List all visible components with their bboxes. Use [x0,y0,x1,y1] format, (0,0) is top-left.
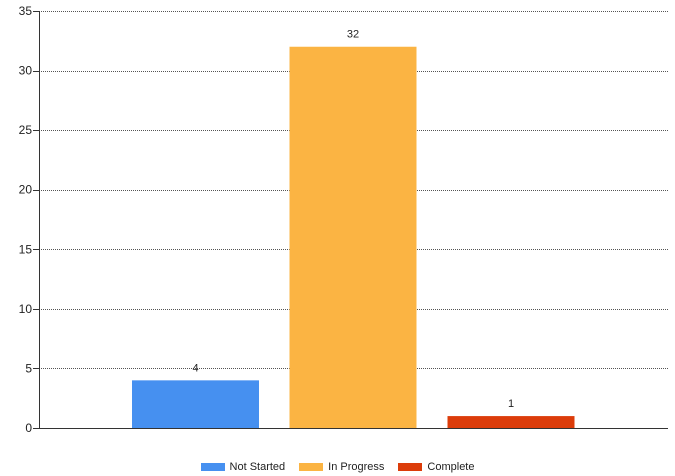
y-tick-label: 20 [19,183,33,197]
chart-legend: Not Started In Progress Complete [0,459,675,475]
bar-not-started[interactable] [132,380,259,428]
legend-label-not-started: Not Started [229,461,286,473]
legend-swatch-not-started [200,463,225,471]
y-tick-label: 25 [19,123,33,137]
axes: 0 5 10 15 20 25 30 35 [19,4,668,435]
y-tick-label: 0 [25,421,32,435]
bar-complete[interactable] [447,416,575,428]
data-label-complete: 1 [508,398,514,410]
legend-label-in-progress: In Progress [328,461,385,473]
y-tick-label: 10 [19,302,33,316]
legend-swatch-complete [398,463,423,471]
data-label-in-progress: 32 [347,29,359,41]
legend-label-complete: Complete [427,461,475,473]
y-tick-label: 15 [19,242,33,256]
legend-item-not-started[interactable]: Not Started [200,461,286,473]
y-tick-label: 30 [19,64,33,78]
y-tick-label: 5 [25,361,32,375]
bars: 4 32 1 [132,29,575,428]
data-label-not-started: 4 [192,362,198,374]
legend-item-complete[interactable]: Complete [398,461,474,473]
y-tick-label: 35 [19,4,33,18]
legend-item-in-progress[interactable]: In Progress [299,461,384,473]
bar-in-progress[interactable] [289,46,417,428]
legend-swatch-in-progress [299,463,324,471]
